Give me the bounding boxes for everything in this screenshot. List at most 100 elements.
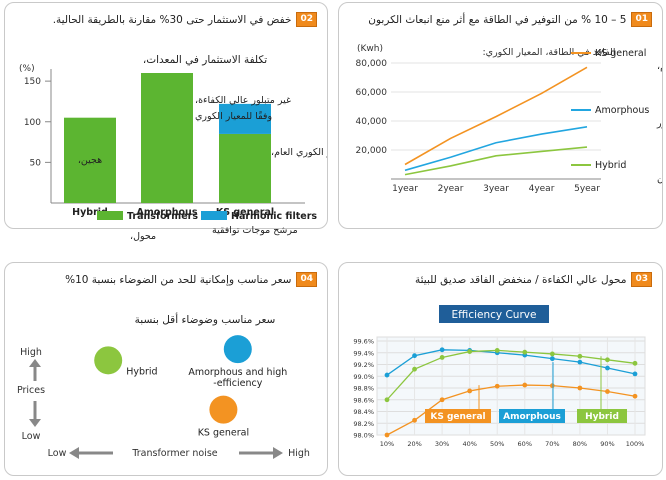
series-line-amorphous <box>404 126 588 172</box>
x-category-label: Hybrid <box>72 207 108 218</box>
legend-label-ar: غير متبلور <box>656 118 663 129</box>
y-axis-unit: (%) <box>19 64 35 74</box>
data-point <box>412 417 417 423</box>
data-point <box>577 385 583 391</box>
data-point <box>522 382 528 388</box>
bar-transformers <box>64 117 116 203</box>
y-tick-label: 98.2% <box>353 420 374 428</box>
data-point <box>549 356 555 362</box>
x-tick-label: 60% <box>518 440 532 448</box>
panel-efficiency: 03 محول عالي الكفاءة / منخفض الفاقد صديق… <box>338 262 663 476</box>
data-point <box>632 393 638 399</box>
price-noise-chart: سعر مناسب وضوضاء أقل بنسبة High Prices Low L… <box>17 312 310 459</box>
bar-label-hybrid: هجين، <box>78 155 102 166</box>
data-point <box>467 349 473 354</box>
legend-swatch-transformers <box>97 211 123 220</box>
y-tick-label: 99.4% <box>353 349 374 357</box>
panel-title-text: 5 – 10 % من التوفير في الطاقة مع أثر منع… <box>368 13 627 26</box>
legend-label: Amorphous <box>595 105 649 116</box>
bubble-hybrid <box>94 346 123 375</box>
panel-investment-reduction: 02 خفض في الاستثمار حتى 30% مقارنة بالطر… <box>4 2 328 229</box>
bar-label-ks-general: المعيار الكوري العام، <box>271 147 328 158</box>
legend-transformers-ar: محول، <box>130 231 157 242</box>
panel-number: 04 <box>296 272 317 287</box>
x-category-label: Amorphous <box>137 207 198 218</box>
y-axis-unit: (Kwh) <box>357 44 383 54</box>
y-tick-label: 99.2% <box>353 361 374 369</box>
callout-box <box>499 409 565 423</box>
y-tick-label: 98.6% <box>353 396 374 404</box>
y-tick-label: 99.0% <box>353 373 374 381</box>
data-point <box>494 383 500 389</box>
callout-box <box>425 409 491 423</box>
x-tick-label: 2year <box>438 184 464 194</box>
data-point <box>494 348 500 353</box>
curve-title: Efficiency Curve <box>452 309 537 321</box>
panel-title: 01 5 – 10 % من التوفير في الطاقة مع أثر … <box>368 12 652 27</box>
bar-transformers <box>141 73 193 203</box>
series-line-hybrid <box>386 349 636 401</box>
x-tick-label: 70% <box>545 440 559 448</box>
legend-label-transformers: Transformers <box>127 211 198 222</box>
loss-caption: الفاقد في الطاقة، المعيار الكوري: <box>482 47 615 58</box>
y-tick-label: 20,000 <box>356 146 388 156</box>
panel-number: 01 <box>631 12 652 27</box>
panel-title-text: خفض في الاستثمار حتى 30% مقارنة بالطريقة… <box>52 13 292 26</box>
data-point <box>384 372 390 378</box>
x-tick-label: 10% <box>380 440 394 448</box>
x-axis-arrowhead-right <box>273 447 283 459</box>
bubble-ks <box>209 395 238 424</box>
series-line-hybrid <box>404 146 588 176</box>
y-tick-label: 98.0% <box>353 432 374 440</box>
bar-harmonic-filters <box>219 103 271 134</box>
efficiency-curve-chart: Efficiency Curve 99.6% 99.4% 99.2% 99.0% 98.8… <box>353 305 646 448</box>
x-tick-label: 80% <box>573 440 587 448</box>
x-tick-label: 4year <box>529 184 555 194</box>
y-high-label: High <box>20 347 42 358</box>
data-point <box>439 355 445 360</box>
curve-title-banner <box>439 305 549 323</box>
panel-number: 03 <box>631 272 652 287</box>
chart-subtitle: سعر مناسب وضوضاء أقل بنسبة <box>135 312 276 326</box>
y-low-label: Low <box>22 431 41 442</box>
legend-swatch-harmonic <box>201 211 227 220</box>
data-point <box>605 365 610 371</box>
data-point <box>467 388 473 394</box>
y-tick-label: 40,000 <box>356 117 388 127</box>
data-point <box>549 351 555 357</box>
x-tick-label: 30% <box>435 440 449 448</box>
x-low-label: Low <box>48 448 67 459</box>
panel-number: 02 <box>296 12 317 27</box>
bubble-label: KS general <box>198 428 249 439</box>
y-tick-label: 80,000 <box>356 59 388 69</box>
panel-title: 02 خفض في الاستثمار حتى 30% مقارنة بالطر… <box>53 12 317 27</box>
data-point <box>384 432 390 438</box>
x-tick-label: 1year <box>392 184 418 194</box>
data-point <box>605 389 610 394</box>
callout-label: Amorphous <box>503 412 561 422</box>
x-axis-arrowhead-left <box>69 447 79 459</box>
x-tick-label: 40% <box>462 440 476 448</box>
y-tick-label: 100 <box>24 118 41 128</box>
legend-label-ar: المعيار الكوري العام، <box>657 61 663 72</box>
y-tick-label: 50 <box>30 158 42 168</box>
x-tick-label: 90% <box>600 440 614 448</box>
y-axis-arrowhead-up <box>29 359 41 367</box>
legend-label: KS general <box>595 48 646 59</box>
energy-loss-chart: (Kwh) 80,000 60,000 40,000 20,000 1year 2year 3… <box>356 44 663 194</box>
y-tick-label: 98.8% <box>353 385 374 393</box>
series-line-amorphous <box>386 349 636 376</box>
data-point <box>577 353 583 359</box>
x-high-label: High <box>288 448 310 459</box>
data-point <box>605 357 610 363</box>
data-point <box>412 353 417 359</box>
legend-harmonic-ar: مرشح موجات توافقية <box>212 225 298 236</box>
legend-label: Hybrid <box>595 160 626 171</box>
bubble-label: Hybrid <box>126 366 157 377</box>
y-tick-label: 150 <box>24 77 41 87</box>
y-tick-label: 98.4% <box>353 408 374 416</box>
x-tick-label: 5year <box>574 184 600 194</box>
panel-energy-savings: 01 5 – 10 % من التوفير في الطاقة مع أثر … <box>338 2 663 229</box>
x-tick-label: 3year <box>483 184 509 194</box>
y-axis-arrowhead-down <box>29 419 41 427</box>
